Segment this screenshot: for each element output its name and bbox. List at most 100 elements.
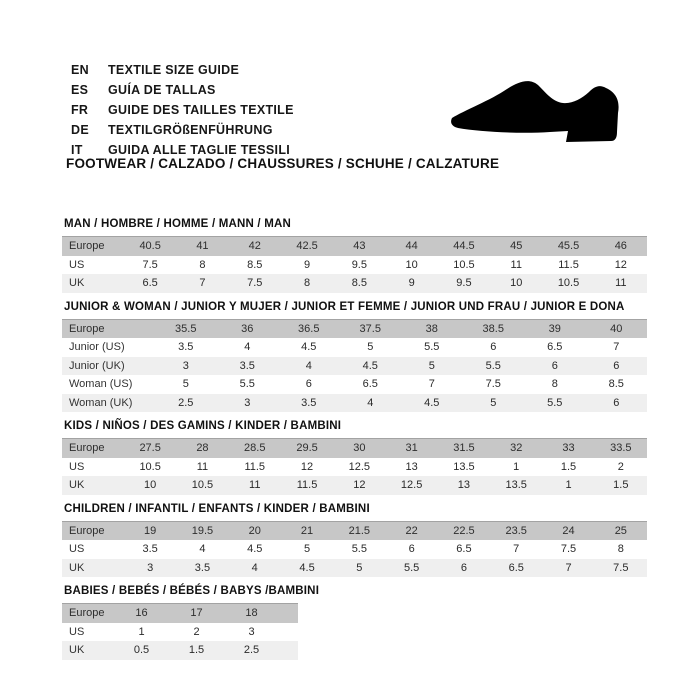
size-cell: 3.5 — [216, 356, 278, 375]
size-cell: 25 — [594, 521, 647, 540]
size-cell: 23.5 — [490, 521, 543, 540]
size-table: Europe 27.5 28 28.5 29.5 30 31 31.5 32 33 33.5 US 10… — [62, 438, 647, 495]
row-label: Europe — [62, 438, 124, 458]
size-cell: 4 — [278, 356, 340, 375]
size-cell: 8 — [199, 258, 206, 271]
size-cell: 42.5 — [280, 236, 334, 256]
size-cell: 1.5 — [169, 641, 224, 660]
size-cell: 5.5 — [385, 558, 438, 577]
table-row: US 7.5 8 8.5 9 9.5 10 10.5 11 11.5 12 — [62, 256, 647, 275]
size-cell: 8.5 — [608, 378, 624, 391]
size-cell: 1 — [138, 625, 145, 638]
size-cell: 12.5 — [348, 460, 371, 473]
size-cell: 13.5 — [490, 476, 543, 495]
size-cell: 6 — [408, 543, 415, 556]
size-cell: 6 — [490, 341, 497, 354]
size-table-section: KIDS / NIÑOS / DES GAMINS / KINDER / BAM… — [62, 420, 647, 495]
row-label: Europe — [62, 236, 124, 256]
row-label: UK — [62, 641, 114, 660]
size-cell: 2 — [617, 460, 624, 473]
size-cell: 6.5 — [456, 543, 472, 556]
size-cell: 7.5 — [594, 558, 647, 577]
size-cell: 7.5 — [485, 378, 501, 391]
language-label: TEXTILE SIZE GUIDE — [108, 63, 240, 77]
size-cell: 39 — [524, 319, 586, 338]
table-row: Junior (UK) 3 3.5 4 4.5 5 5.5 6 6 — [62, 356, 647, 375]
language-row: EN TEXTILE SIZE GUIDE — [71, 60, 294, 80]
size-cell: 5 — [182, 378, 189, 391]
table-row: UK 0.5 1.5 2.5 — [62, 641, 298, 660]
language-code: FR — [71, 103, 89, 117]
size-cell: 11 — [594, 274, 647, 293]
size-table-title: KIDS / NIÑOS / DES GAMINS / KINDER / BAM… — [64, 420, 342, 432]
table-header-row: Europe 19 19.5 20 21 21.5 22 22.5 23.5 24 25 — [62, 521, 647, 540]
table-row: US 10.5 11 11.5 12 12.5 13 13.5 1 1.5 2 — [62, 458, 647, 477]
spacer-cell — [279, 603, 298, 623]
size-cell: 4 — [228, 558, 281, 577]
row-label: UK — [62, 476, 124, 495]
table-row: Woman (UK) 2.5 3 3.5 4 4.5 5 5.5 6 — [62, 393, 647, 412]
size-cell: 45 — [490, 236, 543, 256]
size-cell: 42 — [228, 236, 281, 256]
size-cell: 7.5 — [142, 258, 158, 271]
size-cell: 4.5 — [301, 341, 317, 354]
size-cell: 0.5 — [114, 641, 169, 660]
size-cell: 21 — [280, 521, 334, 540]
size-cell: 4 — [339, 393, 401, 412]
size-table-title: BABIES / BEBÉS / BÉBÉS / BABYS /BAMBINI — [64, 585, 320, 597]
spacer-cell — [279, 641, 298, 660]
size-table-section: JUNIOR & WOMAN / JUNIOR Y MUJER / JUNIOR… — [62, 301, 647, 412]
table-row: UK 6.5 7 7.5 8 8.5 9 9.5 10 10.5 11 — [62, 274, 647, 293]
size-cell: 31 — [385, 438, 438, 458]
language-row: DE TEXTILGRÖßENFÜHRUNG — [71, 120, 294, 140]
size-cell: 29.5 — [280, 438, 334, 458]
size-cell: 6 — [524, 356, 586, 375]
table-header-row: Europe 27.5 28 28.5 29.5 30 31 31.5 32 33 33.5 — [62, 438, 647, 458]
size-cell: 5 — [401, 356, 463, 375]
row-label: US — [69, 460, 85, 473]
size-cell: 44.5 — [437, 236, 491, 256]
size-cell: 6 — [437, 558, 491, 577]
size-cell: 7 — [542, 558, 595, 577]
size-table-title: CHILDREN / INFANTIL / ENFANTS / KINDER /… — [64, 502, 370, 515]
size-cell: 40.5 — [124, 236, 177, 256]
row-label: US — [69, 543, 85, 556]
size-cell: 41 — [176, 236, 229, 256]
size-cell: 31.5 — [437, 438, 491, 458]
table-row: US 1 2 3 — [62, 623, 298, 642]
size-cell: 1.5 — [560, 460, 577, 473]
size-cell: 35.5 — [155, 319, 217, 338]
size-cell: 12 — [333, 476, 386, 495]
row-label: Woman (US) — [69, 378, 133, 391]
table-row: Woman (US) 5 5.5 6 6.5 7 7.5 8 8.5 — [62, 375, 647, 394]
size-cell: 1 — [513, 460, 520, 473]
table-row: Junior (US) 3.5 4 4.5 5 5.5 6 6.5 7 — [62, 338, 647, 357]
size-cell: 11 — [510, 258, 522, 271]
size-cell: 4.5 — [339, 356, 401, 375]
size-cell: 6 — [585, 356, 647, 375]
size-cell: 10 — [124, 476, 177, 495]
row-label: US — [69, 625, 85, 638]
size-cell: 3 — [155, 356, 217, 375]
size-table: Europe 19 19.5 20 21 21.5 22 22.5 23.5 24 25 US 3.5 4… — [62, 521, 647, 577]
size-cell: 13.5 — [453, 460, 475, 473]
size-cell: 7 — [513, 543, 520, 556]
size-cell: 4.5 — [247, 543, 263, 556]
language-code: EN — [71, 63, 89, 77]
size-cell: 8.5 — [333, 274, 386, 293]
language-label: GUÍA DE TALLAS — [108, 83, 216, 97]
size-cell: 27.5 — [124, 438, 177, 458]
size-table-section: MAN / HOMBRE / HOMME / MANN / MAN Europe 4… — [62, 218, 647, 293]
size-cell: 7 — [428, 378, 435, 391]
size-cell: 10.5 — [139, 460, 161, 473]
size-cell: 8 — [280, 274, 334, 293]
size-cell: 32 — [490, 438, 543, 458]
size-cell: 8 — [551, 378, 558, 391]
size-cell: 7 — [613, 341, 620, 354]
size-cell: 2.5 — [224, 641, 279, 660]
row-label: Europe — [62, 603, 114, 623]
size-cell: 11.5 — [280, 476, 334, 495]
size-cell: 21.5 — [333, 521, 386, 540]
size-cell: 5.5 — [351, 543, 367, 556]
